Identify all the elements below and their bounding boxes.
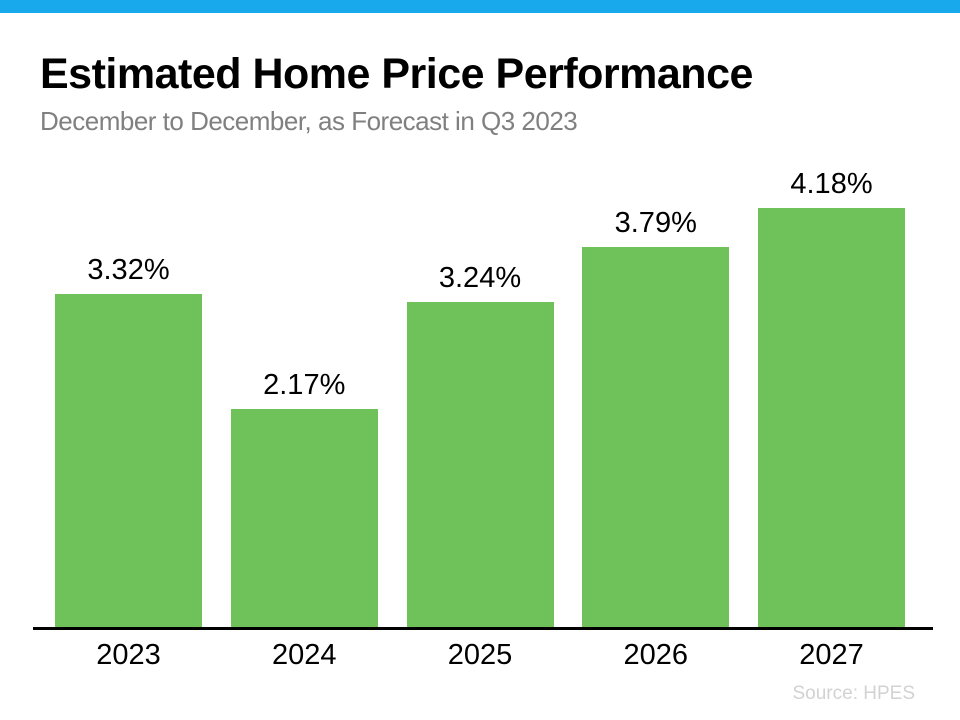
x-axis-label-2024: 2024 [271,639,337,671]
bar-column-2025: 3.24% [406,262,554,627]
bar-column-2026: 3.79% [582,207,730,627]
x-axis-line [33,627,933,630]
bar-column-2023: 3.32% [55,256,202,627]
x-axis-label-2025: 2025 [447,639,513,671]
bar-2027 [758,208,905,627]
bar-column-2027: 4.18% [758,170,905,627]
bar-value-label-2026: 3.79% [614,207,697,239]
bar-value-label-2025: 3.24% [438,262,522,294]
x-axis-label-2023: 2023 [96,639,161,671]
bar-column-2024: 2.17% [230,369,378,627]
bar-value-label-2024: 2.17% [263,369,346,401]
x-axis-label-2026: 2026 [623,639,688,671]
bars: 3.32% 2.17% 3.24% 3.79% 4.18% [55,0,905,627]
chart-subtitle: December to December, as Forecast in Q3 … [40,106,578,136]
bar-2025 [406,302,554,627]
chart-title: Estimated Home Price Performance [40,50,753,98]
bar-value-label-2023: 3.32% [87,254,170,286]
bar-value-label-2027: 4.18% [790,168,873,200]
bar-2023 [55,294,202,627]
x-axis-label-2027: 2027 [799,639,864,671]
top-accent-bar [0,0,960,13]
bar-2026 [582,247,730,627]
x-axis-labels: 2023 2024 2025 2026 2027 [55,641,905,670]
source-note: Source: HPES [792,683,916,704]
bar-2024 [230,409,378,627]
